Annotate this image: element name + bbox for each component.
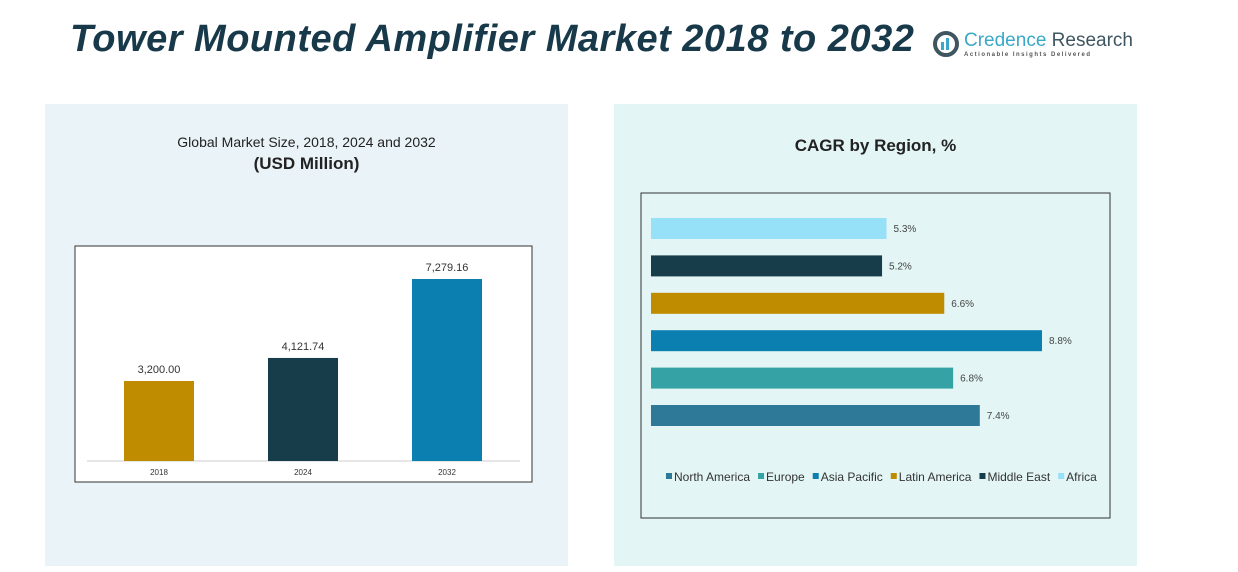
logo-tagline: Actionable Insights Delivered — [964, 52, 1092, 58]
bar-latin-america — [651, 292, 945, 314]
legend-swatch-asia-pacific — [812, 473, 819, 479]
bar-2018 — [124, 380, 194, 461]
legend-item-north-america: North America — [674, 470, 750, 484]
right-chart-title: CAGR by Region, % — [794, 136, 957, 155]
legend-swatch-middle-east — [979, 473, 986, 479]
legend-item-europe: Europe — [766, 470, 805, 484]
legend-swatch-africa — [1058, 473, 1065, 479]
bar-middle-east — [651, 255, 883, 277]
cagr-plot-frame — [640, 192, 1111, 519]
logo-icon — [933, 31, 959, 57]
left-chart-subtitle: (USD Million) — [253, 154, 360, 173]
data-label-asia-pacific: 8.8% — [1049, 336, 1072, 347]
logo-name-2: Research — [1046, 30, 1133, 51]
data-label-2024: 4,121.74 — [282, 341, 325, 353]
legend-swatch-north-america — [666, 473, 672, 479]
x-tick-2018: 2018 — [150, 468, 168, 477]
legend-swatch-latin-america — [890, 473, 897, 479]
legend-item-asia-pacific: Asia Pacific — [821, 470, 883, 484]
data-label-latin-america: 6.6% — [951, 299, 974, 310]
page-title: Tower Mounted Amplifier Market 2018 to 2… — [70, 18, 915, 60]
data-label-middle-east: 5.2% — [889, 261, 912, 272]
data-label-2018: 3,200.00 — [138, 364, 181, 376]
bar-north-america — [651, 405, 980, 426]
logo-name-1: Credence — [964, 30, 1047, 51]
bar-2032 — [412, 279, 482, 461]
bar-2024 — [268, 357, 338, 461]
left-chart-title: Global Market Size, 2018, 2024 and 2032 — [177, 134, 436, 150]
x-tick-2032: 2032 — [438, 468, 456, 477]
bar-africa — [651, 218, 887, 239]
data-label-2032: 7,279.16 — [426, 262, 469, 274]
data-label-north-america: 7.4% — [987, 411, 1010, 422]
legend-item-africa: Africa — [1066, 470, 1097, 484]
bar-asia-pacific — [651, 330, 1042, 352]
x-tick-2024: 2024 — [294, 468, 312, 477]
legend-item-middle-east: Middle East — [987, 470, 1050, 484]
data-label-africa: 5.3% — [893, 224, 916, 235]
legend-item-latin-america: Latin America — [899, 470, 972, 484]
bar-europe — [651, 367, 954, 389]
legend-swatch-europe — [758, 473, 765, 479]
data-label-europe: 6.8% — [960, 374, 983, 385]
